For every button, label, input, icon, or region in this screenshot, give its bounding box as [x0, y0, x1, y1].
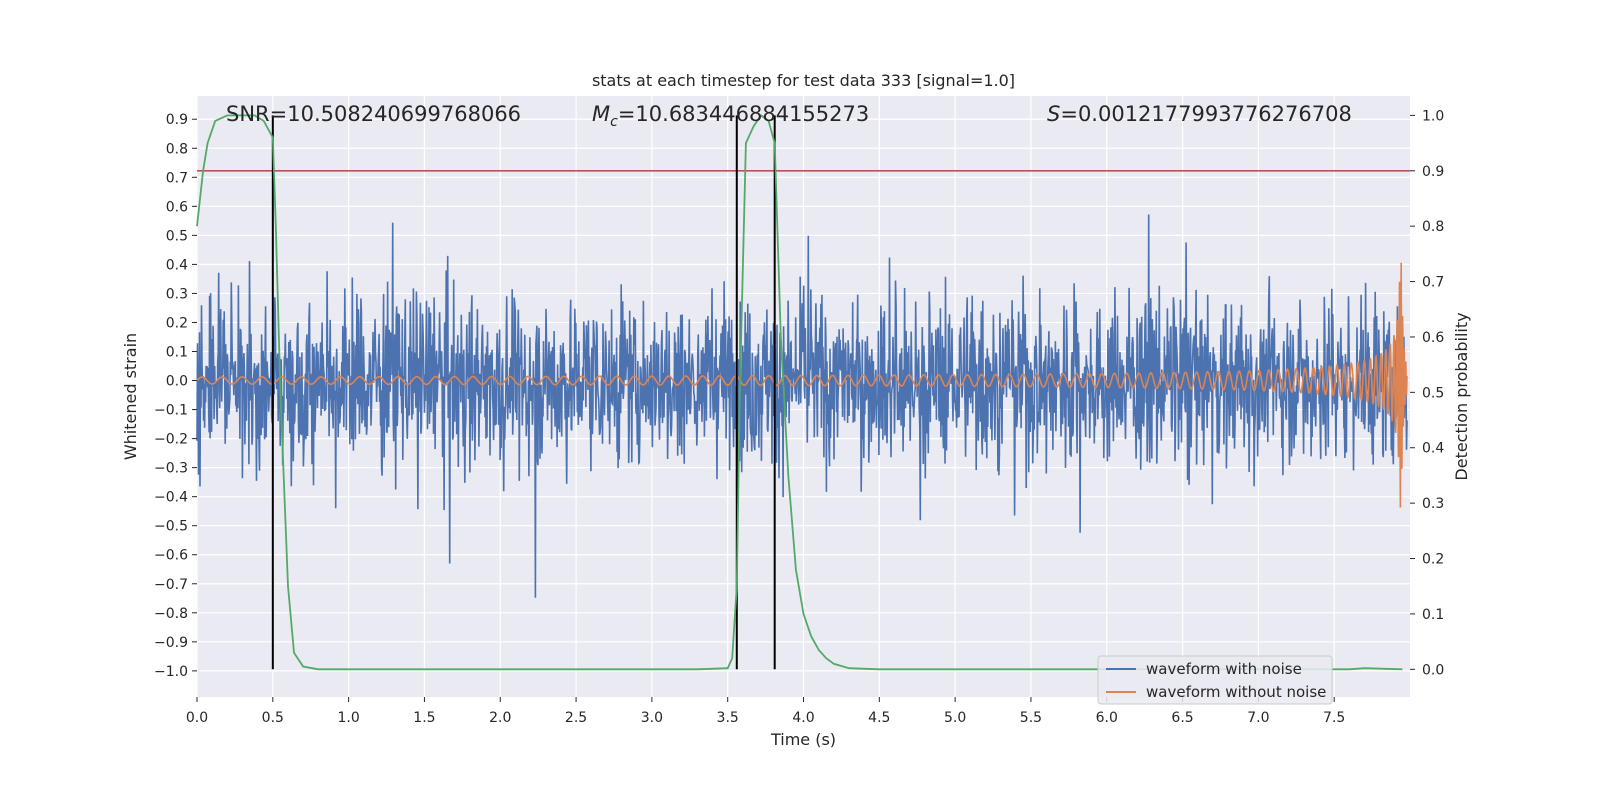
x-tick-label: 1.0 — [337, 710, 359, 726]
s-value: =0.0012177993776276708 — [1060, 102, 1352, 126]
legend-label-noisy: waveform with noise — [1146, 660, 1302, 678]
y2-tick-label: 0.0 — [1422, 662, 1444, 678]
y-tick-label: −1.0 — [154, 664, 188, 680]
annotation-snr: SNR=10.508240699768066 — [226, 102, 521, 126]
y2-tick-label: 0.3 — [1422, 496, 1444, 512]
x-tick-label: 4.0 — [792, 710, 814, 726]
x-tick-label: 5.0 — [944, 710, 966, 726]
y-tick-label: −0.8 — [154, 606, 188, 622]
x-tick-label: 1.5 — [413, 710, 435, 726]
y2-tick-label: 0.4 — [1422, 441, 1444, 457]
mc-symbol: M — [592, 102, 610, 126]
noisy-trace — [196, 214, 1408, 598]
y-tick-label: −0.6 — [154, 548, 188, 564]
x-tick-label: 6.0 — [1096, 710, 1118, 726]
y2-tick-label: 0.7 — [1422, 275, 1444, 291]
y-tick-label: −0.7 — [154, 577, 188, 593]
s-symbol: S — [1047, 102, 1060, 126]
y-axis-ticks: 0.9 0.8 0.7 0.6 0.5 0.4 0.3 0.2 0.1 0.0 −0.1 −0.2 −0… — [154, 112, 197, 680]
series-waveform-without-noise — [196, 262, 1408, 508]
y2-tick-label: 0.1 — [1422, 607, 1444, 623]
x-tick-label: 3.5 — [717, 710, 739, 726]
y-tick-label: −0.2 — [154, 432, 188, 448]
y-tick-label: −0.3 — [154, 461, 188, 477]
mc-value: =10.683446884155273 — [618, 102, 869, 126]
y-tick-label: 0.6 — [166, 199, 188, 215]
legend-box — [1097, 655, 1333, 705]
clean-trace — [196, 262, 1408, 508]
y-tick-label: −0.1 — [154, 403, 188, 419]
x-tick-label: 4.5 — [868, 710, 890, 726]
probability-trace — [196, 114, 1403, 671]
x-tick-label: 5.5 — [1020, 710, 1042, 726]
annotation-s: S=0.0012177993776276708 — [1047, 102, 1352, 126]
y-tick-label: 0.4 — [166, 257, 188, 273]
x-tick-label: 0.0 — [186, 710, 208, 726]
y-tick-label: 0.0 — [166, 374, 188, 390]
y2-tick-label: 0.5 — [1422, 385, 1444, 401]
y2-tick-label: 0.6 — [1422, 330, 1444, 346]
legend-label-clean: waveform without noise — [1146, 683, 1326, 701]
y-tick-label: 0.9 — [166, 112, 188, 128]
y2-tick-label: 0.8 — [1422, 219, 1444, 235]
y2-tick-label: 0.9 — [1422, 164, 1444, 180]
y2-tick-label: 0.2 — [1422, 552, 1444, 568]
annotation-chirp-mass: Mc=10.683446884155273 — [592, 102, 869, 130]
x-axis-ticks: 0.0 0.5 1.0 1.5 2.0 2.5 3.0 3.5 4.0 4.5 5.0 5.5 6.0 6… — [186, 697, 1345, 726]
x-tick-label: 7.0 — [1247, 710, 1269, 726]
y2-axis-label: Detection probability — [1452, 312, 1471, 480]
x-tick-label: 2.5 — [565, 710, 587, 726]
y-tick-label: 0.8 — [166, 141, 188, 157]
chart-title: stats at each timestep for test data 333… — [592, 71, 1015, 90]
y-axis-label: Whitened strain — [121, 333, 140, 460]
y2-tick-label: 1.0 — [1422, 108, 1444, 124]
x-tick-label: 3.0 — [641, 710, 663, 726]
y-tick-label: 0.7 — [166, 170, 188, 186]
y2-axis-ticks: 1.0 0.9 0.8 0.7 0.6 0.5 0.4 0.3 0.2 0.1 0.0 — [1410, 108, 1444, 678]
mc-subscript: c — [610, 114, 618, 130]
y-tick-label: −0.9 — [154, 635, 188, 651]
y-tick-label: 0.3 — [166, 286, 188, 302]
series-waveform-with-noise — [196, 214, 1408, 598]
legend: waveform with noise waveform without noi… — [1097, 655, 1333, 705]
x-tick-label: 7.5 — [1323, 710, 1345, 726]
y-tick-label: 0.2 — [166, 315, 188, 331]
x-tick-label: 2.0 — [489, 710, 511, 726]
y-tick-label: −0.4 — [154, 490, 188, 506]
y-tick-label: 0.5 — [166, 228, 188, 244]
series-detection-probability — [196, 114, 1403, 671]
y-tick-label: −0.5 — [154, 519, 188, 535]
x-axis-label: Time (s) — [770, 730, 836, 749]
x-tick-label: 0.5 — [262, 710, 284, 726]
y-tick-label: 0.1 — [166, 344, 188, 360]
x-tick-label: 6.5 — [1171, 710, 1193, 726]
